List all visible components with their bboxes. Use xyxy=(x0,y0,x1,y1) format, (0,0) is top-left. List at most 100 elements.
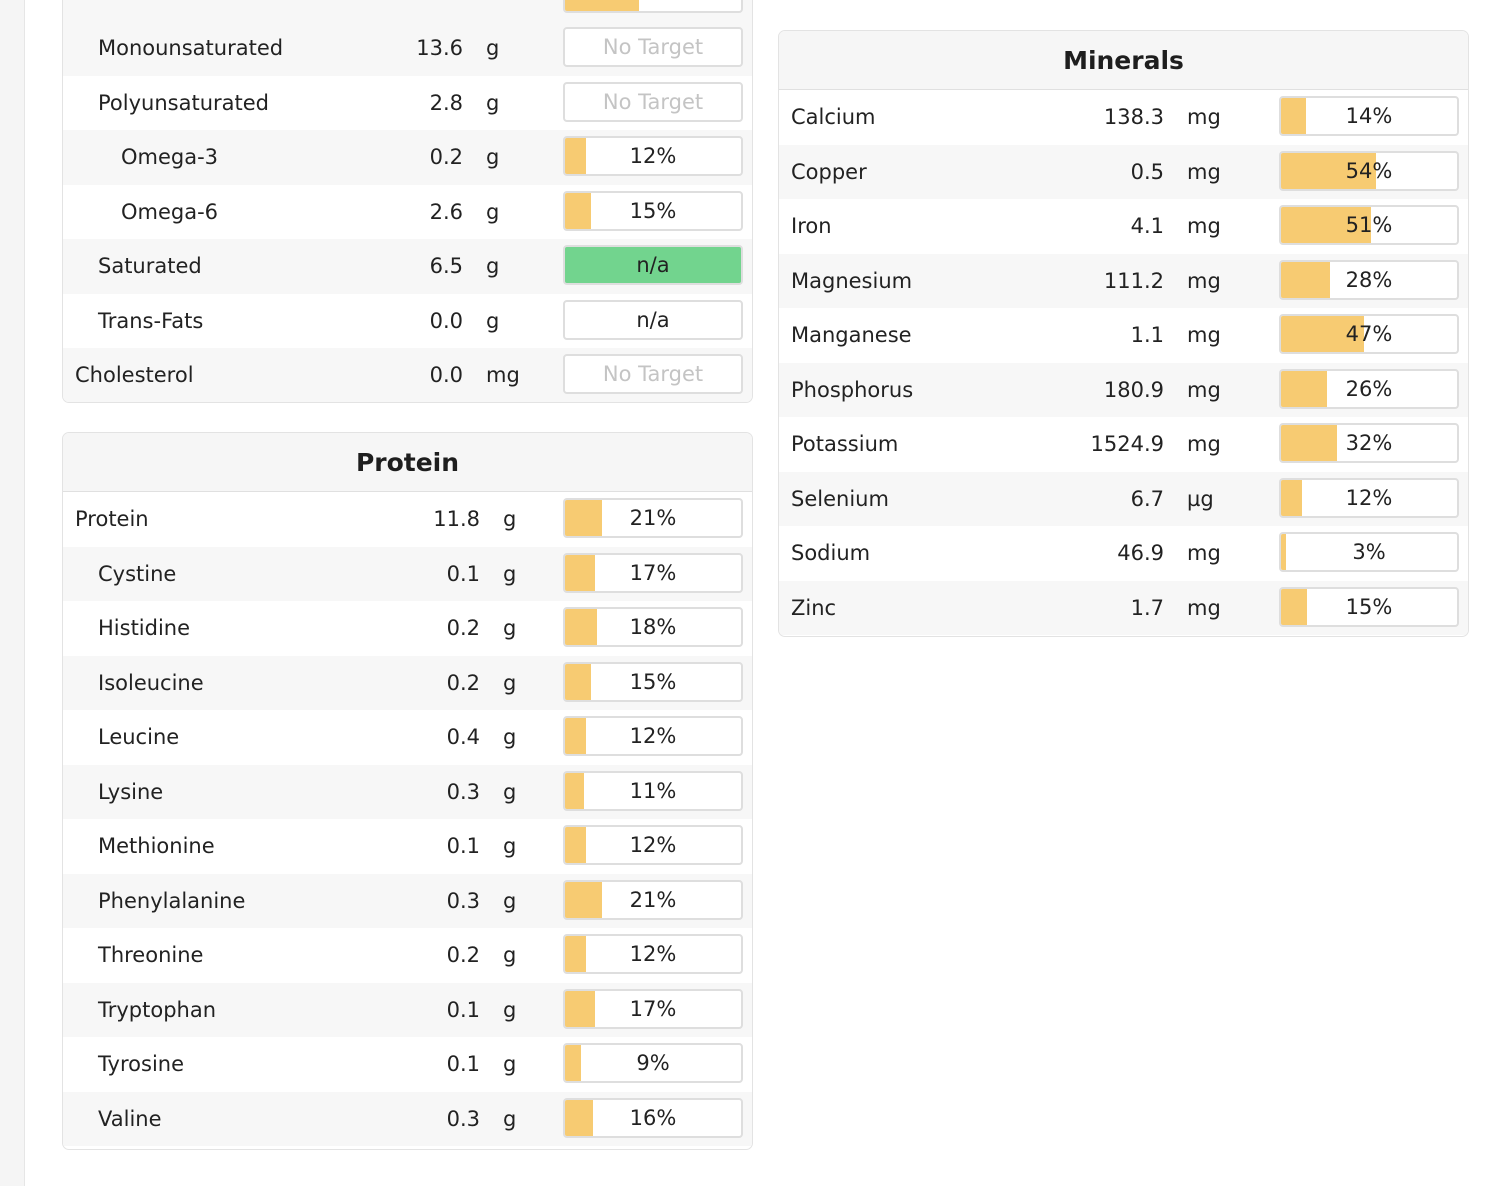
nutrient-amount: 0.1 xyxy=(446,1052,480,1077)
nutrient-amount: 0.2 xyxy=(446,670,480,695)
nutrient-unit: mg xyxy=(1187,541,1221,566)
nutrient-row: Histidine 0.2 g 18% xyxy=(63,601,752,656)
fats-rows: Monounsaturated 13.6 g No Target Polyuns… xyxy=(63,21,752,402)
target-progress-bar[interactable]: n/a xyxy=(563,299,743,340)
nutrient-unit: mg xyxy=(1187,595,1221,620)
target-progress-bar[interactable]: 21% xyxy=(563,879,743,920)
target-progress-bar[interactable]: 21% xyxy=(563,498,743,538)
nutrient-unit: g xyxy=(486,308,500,333)
nutrient-row: Tryptophan 0.1 g 17% xyxy=(63,982,752,1037)
nutrient-name: Protein xyxy=(75,507,149,532)
nutrient-name: Omega-3 xyxy=(121,145,219,170)
nutrient-amount: 46.9 xyxy=(1117,541,1164,566)
target-progress-label: 14% xyxy=(1345,104,1393,128)
target-progress-fill xyxy=(565,827,587,863)
nutrient-row: Trans-Fats 0.0 g n/a xyxy=(63,293,752,348)
nutrient-amount: 1524.9 xyxy=(1090,432,1164,457)
target-progress-bar[interactable]: 47% xyxy=(1279,314,1459,354)
target-progress-label: 21% xyxy=(629,506,677,530)
nutrient-row: Selenium 6.7 µg 12% xyxy=(779,471,1468,526)
target-progress-bar[interactable]: 11% xyxy=(563,770,743,811)
target-progress-label: 12% xyxy=(1345,485,1393,510)
nutrient-name: Cystine xyxy=(98,561,177,586)
target-progress-bar[interactable]: 12% xyxy=(1279,477,1459,518)
target-progress-bar[interactable]: 17% xyxy=(563,988,743,1029)
nutrient-row: Zinc 1.7 mg 15% xyxy=(779,580,1468,635)
target-progress-fill xyxy=(1281,370,1327,407)
nutrient-name: Phenylalanine xyxy=(98,888,246,913)
fat-row xyxy=(63,0,752,21)
target-progress-bar[interactable]: No Target xyxy=(563,27,743,67)
target-progress-bar[interactable]: 17% xyxy=(563,552,743,593)
target-progress-label: 16% xyxy=(629,1105,677,1130)
nutrient-amount: 4.1 xyxy=(1130,214,1164,239)
protein-rows: Protein 11.8 g 21% Cystine 0.1 g 17% His… xyxy=(63,492,752,1146)
nutrient-unit: g xyxy=(486,36,500,61)
target-progress-bar[interactable]: 12% xyxy=(563,825,743,865)
nutrient-unit: g xyxy=(503,507,517,532)
target-progress-bar[interactable]: 3% xyxy=(1279,532,1459,572)
fats-panel: Monounsaturated 13.6 g No Target Polyuns… xyxy=(62,0,753,403)
nutrient-amount: 0.0 xyxy=(429,363,463,388)
target-progress-label: 12% xyxy=(629,833,677,857)
protein-panel: Protein Protein 11.8 g 21% Cystine 0.1 g… xyxy=(62,432,753,1150)
nutrient-name: Omega-6 xyxy=(121,199,219,224)
target-progress-bar[interactable]: No Target xyxy=(563,354,743,394)
target-progress-fill xyxy=(565,663,592,700)
target-progress-bar[interactable]: 16% xyxy=(563,1097,743,1138)
target-progress-bar[interactable]: 15% xyxy=(563,661,743,702)
nutrient-unit: mg xyxy=(1187,323,1221,348)
nutrient-row: Threonine 0.2 g 12% xyxy=(63,928,752,983)
target-progress-fill xyxy=(565,772,585,809)
target-progress-label: 15% xyxy=(629,669,677,694)
nutrient-row: Lysine 0.3 g 11% xyxy=(63,764,752,819)
protein-panel-title: Protein xyxy=(63,433,752,492)
target-progress-bar[interactable]: No Target xyxy=(563,81,743,122)
target-progress-label: 11% xyxy=(629,778,677,803)
target-progress-bar[interactable]: 12% xyxy=(563,136,743,176)
target-progress-fill xyxy=(565,881,602,918)
left-sidebar-edge xyxy=(0,0,25,1186)
target-progress-bar[interactable]: 9% xyxy=(563,1043,743,1083)
fat-target-fill xyxy=(565,0,639,11)
nutrient-unit: g xyxy=(503,834,517,859)
target-progress-bar[interactable]: 51% xyxy=(1279,205,1459,245)
target-progress-bar[interactable]: 32% xyxy=(1279,423,1459,463)
target-progress-bar[interactable]: n/a xyxy=(563,245,743,285)
target-progress-bar[interactable]: 28% xyxy=(1279,259,1459,300)
nutrient-amount: 0.0 xyxy=(429,308,463,333)
target-progress-label: 21% xyxy=(629,887,677,912)
target-progress-bar[interactable]: 15% xyxy=(563,190,743,231)
target-progress-bar[interactable]: 54% xyxy=(1279,150,1459,191)
target-progress-fill xyxy=(565,1099,594,1136)
target-progress-label: 17% xyxy=(629,996,677,1021)
target-progress-bar[interactable]: 15% xyxy=(1279,586,1459,627)
nutrient-row: Omega-6 2.6 g 15% xyxy=(63,184,752,239)
target-progress-bar[interactable]: 12% xyxy=(563,934,743,974)
nutrient-row: Valine 0.3 g 16% xyxy=(63,1091,752,1146)
target-progress-bar[interactable]: 18% xyxy=(563,607,743,647)
target-progress-bar[interactable]: 12% xyxy=(563,716,743,756)
target-progress-bar[interactable]: 26% xyxy=(1279,368,1459,409)
nutrient-unit: mg xyxy=(1187,105,1221,130)
nutrient-amount: 0.1 xyxy=(446,997,480,1022)
target-progress-label: 12% xyxy=(629,144,677,168)
nutrient-amount: 0.2 xyxy=(446,616,480,641)
nutrient-row: Monounsaturated 13.6 g No Target xyxy=(63,21,752,76)
nutrient-amount: 1.1 xyxy=(1130,323,1164,348)
nutrient-name: Potassium xyxy=(791,432,899,457)
target-progress-bar[interactable]: 14% xyxy=(1279,96,1459,136)
target-progress-fill xyxy=(1281,588,1308,625)
target-progress-fill xyxy=(565,554,595,591)
nutrient-unit: g xyxy=(503,616,517,641)
nutrient-unit: mg xyxy=(1187,377,1221,402)
nutrient-unit: µg xyxy=(1187,486,1214,511)
nutrient-amount: 0.2 xyxy=(429,145,463,170)
nutrient-row: Magnesium 111.2 mg 28% xyxy=(779,253,1468,308)
nutrient-row: Potassium 1524.9 mg 32% xyxy=(779,417,1468,472)
nutrient-row: Omega-3 0.2 g 12% xyxy=(63,130,752,185)
nutrient-unit: g xyxy=(486,145,500,170)
nutrient-row: Protein 11.8 g 21% xyxy=(63,492,752,547)
nutrient-unit: g xyxy=(503,997,517,1022)
nutrient-name: Lysine xyxy=(98,779,164,804)
